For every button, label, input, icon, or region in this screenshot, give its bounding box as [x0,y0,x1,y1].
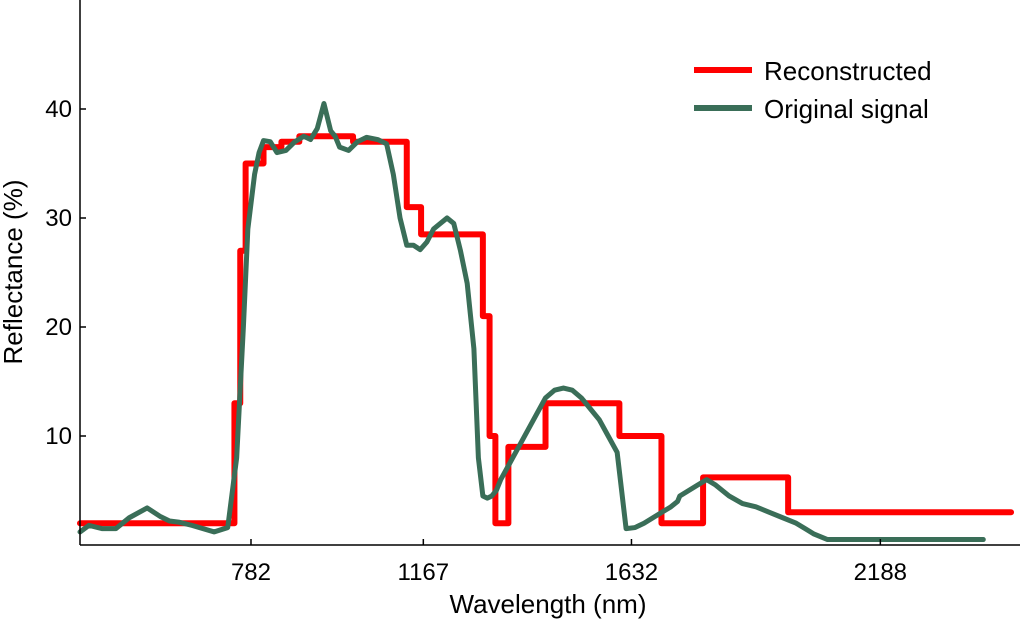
legend-label-original-signal: Original signal [764,94,929,124]
x-tick-label: 782 [231,559,271,586]
axes-layer: 782 1167 1632 2188 10 20 30 40 [45,0,1020,586]
y-tick-label: 10 [45,423,72,450]
y-tick-label: 40 [45,96,72,123]
series-layer [77,101,1015,543]
x-tick-label: 1167 [398,559,450,586]
x-tick-label: 2188 [854,559,907,586]
legend: Reconstructed Original signal [694,56,932,124]
x-axis-label: Wavelength (nm) [450,589,647,619]
x-tick-label: 1632 [605,559,658,586]
legend-label-reconstructed: Reconstructed [764,56,932,86]
y-tick-label: 30 [45,205,72,232]
series-line-original-signal [77,101,986,543]
series-line-reconstructed [77,133,1015,527]
y-tick-label: 20 [45,314,72,341]
y-axis-label: Reflectance (%) [0,180,28,365]
